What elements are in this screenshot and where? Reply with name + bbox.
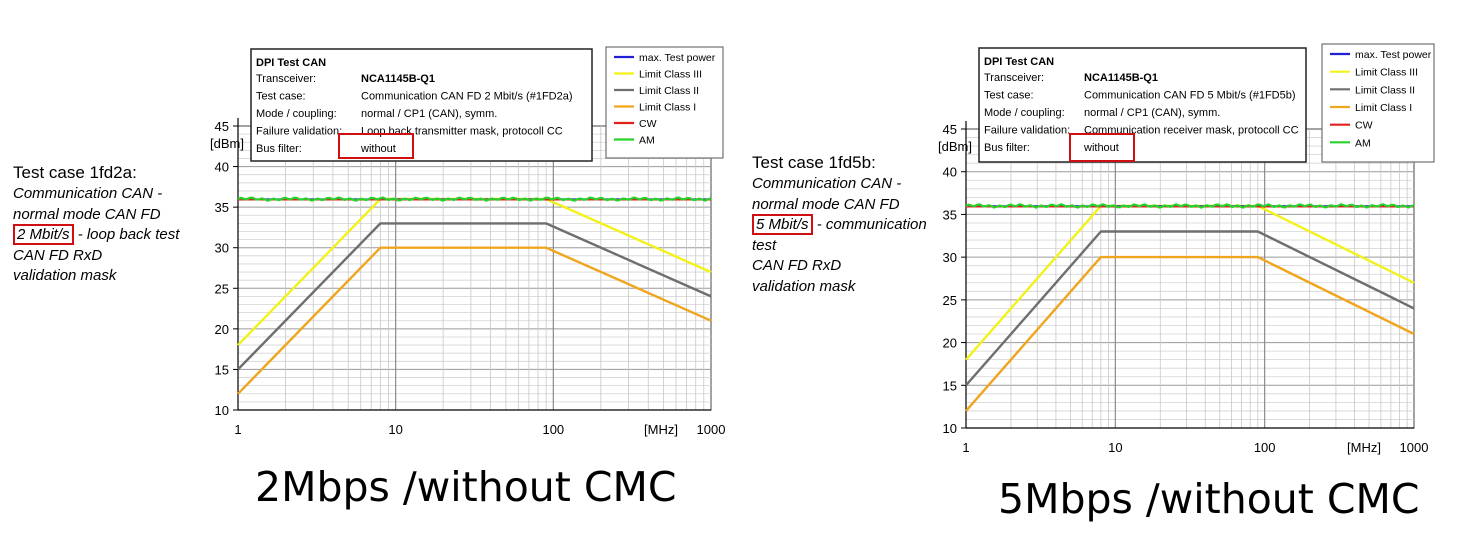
x-unit-label: [MHz]	[1347, 440, 1381, 455]
y-tick-label: 10	[943, 421, 957, 436]
left-desc-line: CAN FD RxD	[13, 246, 103, 264]
legend-label: Limit Class II	[639, 85, 699, 97]
left-desc-line: validation mask	[13, 267, 117, 284]
left-bitrate-highlight: 2 Mbit/s	[13, 224, 74, 245]
left-caption: 2Mbps /without CMC	[255, 463, 677, 511]
y-unit-label: [dBm]	[938, 139, 972, 154]
right-caption: 5Mbps /without CMC	[998, 475, 1420, 523]
legend-label: max. Test power	[639, 52, 716, 64]
right-desc-line: normal mode CAN FD	[752, 195, 900, 213]
left-desc-line: normal mode CAN FD	[13, 205, 161, 223]
legend-label: Limit Class III	[639, 69, 702, 81]
legend-label: max. Test power	[1355, 49, 1432, 61]
legend-label: Limit Class I	[1355, 102, 1412, 114]
test-info-value: normal / CP1 (CAN), symm.	[361, 108, 497, 120]
test-info-value: NCA1145B-Q1	[361, 73, 435, 85]
y-tick-label: 40	[943, 165, 957, 180]
test-info-label: Failure validation:	[984, 125, 1070, 137]
legend-label: Limit Class I	[639, 102, 696, 114]
series-line-am	[965, 203, 1415, 209]
y-tick-label: 20	[943, 336, 957, 351]
test-info-title: DPI Test CAN	[256, 57, 326, 69]
test-info-label: Failure validation:	[256, 126, 342, 138]
test-info-value: NCA1145B-Q1	[1084, 72, 1158, 84]
y-tick-label: 25	[215, 281, 229, 296]
series-line-limit-class-ii	[965, 230, 1415, 387]
test-info-label: Mode / coupling:	[984, 107, 1065, 119]
y-tick-label: 30	[943, 250, 957, 265]
test-info-label: Bus filter:	[256, 143, 302, 155]
test-info-label: Test case:	[984, 90, 1034, 102]
right-bitrate-highlight: 5 Mbit/s	[752, 214, 813, 235]
test-info-value: Communication CAN FD 5 Mbit/s (#1FD5b)	[1084, 90, 1296, 102]
right-desc-line: CAN FD RxD	[752, 257, 842, 274]
series-line-am	[237, 196, 712, 202]
y-tick-label: 35	[943, 207, 957, 222]
y-tick-label: 25	[943, 293, 957, 308]
right-desc-line: 5 Mbit/s - communication	[752, 214, 932, 236]
right-test-description: Test case 1fd5b: Communication CAN - nor…	[752, 152, 932, 297]
test-info-label: Transceiver:	[984, 72, 1044, 84]
y-tick-label: 45	[215, 119, 229, 134]
legend-label: AM	[1355, 137, 1371, 149]
test-info-label: Bus filter:	[984, 142, 1030, 154]
series-line-limit-class-i	[965, 255, 1415, 412]
x-tick-label: 1	[234, 422, 241, 437]
legend-label: CW	[639, 118, 657, 130]
left-test-description: Test case 1fd2a: Communication CAN - nor…	[13, 162, 203, 287]
legend-label: CW	[1355, 120, 1373, 132]
plot-area	[965, 128, 1415, 429]
x-tick-label: 10	[388, 422, 402, 437]
legend-label: Limit Class II	[1355, 84, 1415, 96]
bus-filter-highlight-box	[1069, 133, 1135, 162]
right-desc-line: Communication CAN -	[752, 175, 902, 192]
test-info-value: without	[1083, 142, 1119, 154]
test-info-label: Test case:	[256, 91, 306, 103]
right-desc-line-rest: - communication	[816, 216, 927, 233]
test-info-label: Mode / coupling:	[256, 108, 337, 120]
y-tick-label: 45	[943, 122, 957, 137]
y-tick-label: 10	[215, 403, 229, 418]
plot-area	[237, 125, 712, 411]
x-tick-label: 100	[542, 422, 564, 437]
y-unit-label: [dBm]	[210, 136, 244, 151]
x-tick-label: 1	[962, 440, 969, 455]
left-desc-line: Communication CAN -	[13, 185, 163, 202]
test-info-value: Communication CAN FD 2 Mbit/s (#1FD2a)	[361, 91, 573, 103]
test-info-title: DPI Test CAN	[984, 56, 1054, 68]
left-desc-line-rest: - loop back test	[77, 226, 180, 243]
test-info-value: Communication receiver mask, protocoll C…	[1084, 125, 1299, 137]
left-test-heading: Test case 1fd2a:	[13, 163, 137, 182]
right-desc-line: validation mask	[752, 277, 856, 295]
x-tick-label: 1000	[697, 422, 726, 437]
legend-label: AM	[639, 135, 655, 147]
y-tick-label: 30	[215, 241, 229, 256]
test-info-label: Transceiver:	[256, 73, 316, 85]
x-tick-label: 100	[1254, 440, 1276, 455]
y-tick-label: 15	[215, 362, 229, 377]
test-info-value: without	[360, 143, 396, 155]
left-desc-line: 2 Mbit/s - loop back test	[13, 224, 203, 246]
test-info-box	[250, 48, 593, 162]
series-line-limit-class-ii	[237, 222, 712, 371]
y-tick-label: 20	[215, 322, 229, 337]
right-desc-line: test	[752, 236, 777, 254]
y-tick-label: 40	[215, 160, 229, 175]
x-unit-label: [MHz]	[644, 422, 678, 437]
x-tick-label: 10	[1108, 440, 1122, 455]
x-tick-label: 1000	[1400, 440, 1429, 455]
bus-filter-highlight-box	[338, 133, 414, 159]
y-tick-label: 35	[215, 200, 229, 215]
test-info-value: normal / CP1 (CAN), symm.	[1084, 107, 1220, 119]
right-test-heading: Test case 1fd5b:	[752, 153, 876, 172]
y-tick-label: 15	[943, 378, 957, 393]
test-info-box	[978, 47, 1307, 163]
legend-label: Limit Class III	[1355, 67, 1418, 79]
series-line-limit-class-i	[237, 246, 712, 395]
